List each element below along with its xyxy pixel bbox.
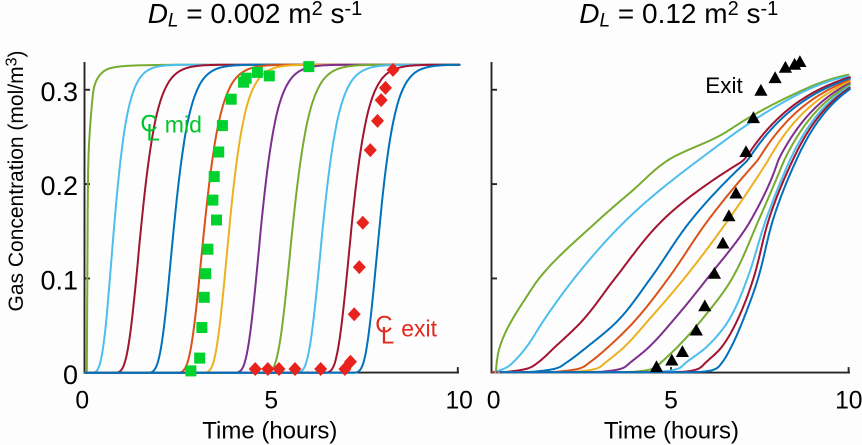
svg-text:L: L bbox=[146, 119, 159, 146]
svg-text:DL = 0.002 m2 s-1: DL = 0.002 m2 s-1 bbox=[148, 0, 363, 32]
svg-text:L: L bbox=[381, 322, 394, 349]
svg-text:10: 10 bbox=[835, 387, 862, 414]
svg-text:Gas Concentration (mol/m3): Gas Concentration (mol/m3) bbox=[4, 51, 29, 312]
svg-text:DL = 0.12 m2 s-1: DL = 0.12 m2 s-1 bbox=[579, 0, 778, 32]
svg-text:0.2: 0.2 bbox=[40, 171, 78, 201]
svg-text:mid: mid bbox=[165, 112, 202, 138]
svg-text:exit: exit bbox=[401, 316, 437, 342]
svg-text:0: 0 bbox=[487, 387, 501, 414]
svg-text:5: 5 bbox=[264, 387, 278, 414]
svg-text:0.1: 0.1 bbox=[40, 265, 78, 295]
svg-text:Time (hours): Time (hours) bbox=[604, 417, 739, 444]
svg-text:C: C bbox=[140, 110, 157, 137]
svg-text:10: 10 bbox=[445, 387, 472, 414]
svg-text:0.3: 0.3 bbox=[40, 77, 78, 107]
svg-text:0: 0 bbox=[75, 387, 89, 414]
svg-text:Exit: Exit bbox=[705, 73, 743, 98]
svg-text:5: 5 bbox=[664, 387, 678, 414]
svg-text:0: 0 bbox=[63, 360, 78, 390]
svg-text:C: C bbox=[375, 312, 392, 339]
svg-text:Time (hours): Time (hours) bbox=[202, 417, 337, 444]
